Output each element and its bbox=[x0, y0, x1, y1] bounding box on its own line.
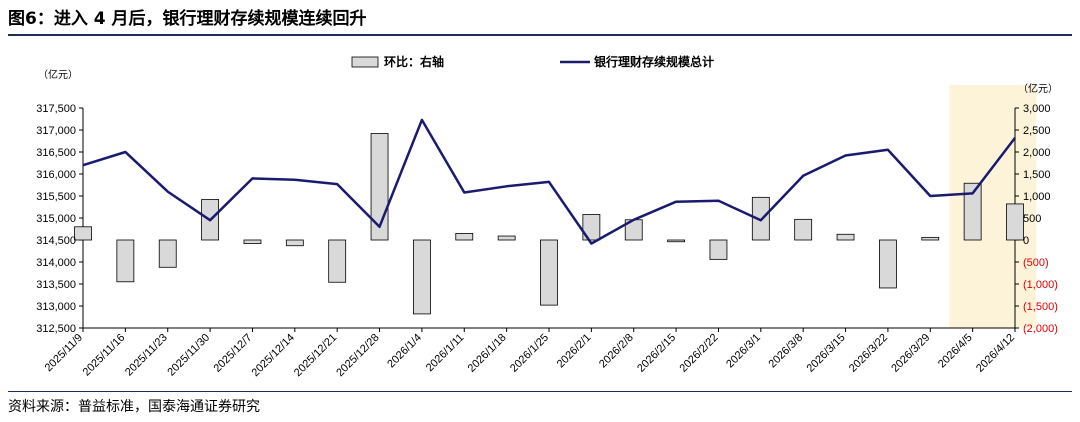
bar bbox=[540, 239, 558, 306]
x-tick-label: 2026/3/8 bbox=[767, 332, 806, 371]
bar bbox=[74, 226, 92, 241]
bar bbox=[243, 239, 262, 244]
bar bbox=[328, 239, 347, 283]
left-tick-label: 315,500 bbox=[36, 191, 76, 203]
source-note: 资料来源：普益标准，国泰海通证券研究 bbox=[8, 399, 260, 415]
legend: 环比：右轴 银行理财存续规模总计 bbox=[351, 54, 714, 69]
x-tick-label: 2026/4/12 bbox=[974, 332, 1017, 375]
legend-bar-label: 环比：右轴 bbox=[384, 54, 444, 69]
left-tick-label: 316,500 bbox=[36, 147, 76, 159]
x-tick-label: 2026/1/11 bbox=[424, 332, 467, 375]
bar bbox=[709, 239, 728, 260]
right-tick-label: 2,500 bbox=[1023, 125, 1051, 137]
bar bbox=[285, 239, 304, 247]
left-tick-label: 312,500 bbox=[36, 323, 76, 335]
right-tick-label: (2,000) bbox=[1023, 323, 1058, 335]
combo-chart: 312,500 313,000 313,500 314,000 314,500 315,0… bbox=[36, 54, 1058, 379]
x-tick-label: 2025/12/7 bbox=[211, 332, 254, 375]
x-tick-label: 2025/12/28 bbox=[334, 332, 381, 379]
x-tick-label: 2026/3/1 bbox=[724, 332, 763, 371]
x-tick-label: 2026/1/4 bbox=[385, 332, 424, 371]
x-tick-label: 2026/2/8 bbox=[597, 332, 636, 371]
right-tick-label: (1,500) bbox=[1023, 301, 1058, 313]
left-tick-label: 313,500 bbox=[36, 279, 76, 291]
x-tick-label: 2026/2/1 bbox=[555, 332, 594, 371]
x-tick-label: 2026/1/25 bbox=[508, 332, 551, 375]
title-rule bbox=[8, 34, 1072, 36]
left-tick-label: 316,000 bbox=[36, 169, 76, 181]
x-tick-label: 2025/11/30 bbox=[165, 332, 212, 379]
left-tick-label: 314,500 bbox=[36, 235, 76, 247]
x-tick-label: 2026/1/18 bbox=[466, 332, 509, 375]
x-tick-label: 2025/11/23 bbox=[123, 332, 170, 379]
x-tick-label: 2026/2/22 bbox=[677, 332, 720, 375]
bar bbox=[1006, 203, 1024, 241]
right-tick-label: 500 bbox=[1023, 213, 1041, 225]
x-tick-label: 2026/3/15 bbox=[805, 332, 848, 375]
bar bbox=[497, 235, 516, 241]
figure-title: 图6：进入 4 月后，银行理财存续规模连续回升 bbox=[8, 9, 367, 29]
left-tick-label: 313,000 bbox=[36, 301, 76, 313]
left-tick-label: 314,000 bbox=[36, 257, 76, 269]
right-tick-label: 0 bbox=[1023, 235, 1029, 247]
right-axis-unit: （亿元） bbox=[1018, 82, 1058, 95]
x-tick-label: 2026/3/22 bbox=[847, 332, 890, 375]
right-tick-label: 1,500 bbox=[1023, 169, 1051, 181]
bar bbox=[116, 239, 135, 283]
right-tick-label: (1,000) bbox=[1023, 279, 1058, 291]
x-tick-label: 2025/12/14 bbox=[250, 332, 297, 379]
right-tick-label: (500) bbox=[1023, 257, 1049, 269]
bar bbox=[879, 239, 897, 289]
bar bbox=[158, 239, 177, 268]
legend-line-label: 银行理财存续规模总计 bbox=[594, 54, 714, 69]
source-rule bbox=[8, 391, 1072, 392]
x-tick-label: 2026/3/29 bbox=[889, 332, 932, 375]
line-series bbox=[82, 118, 1016, 245]
right-tick-label: 3,000 bbox=[1023, 103, 1051, 115]
bar bbox=[455, 232, 474, 241]
x-tick-label: 2025/11/16 bbox=[81, 332, 128, 379]
bar bbox=[582, 214, 601, 241]
legend-bar-swatch bbox=[351, 56, 379, 68]
bar bbox=[963, 182, 982, 241]
right-tick-label: 2,000 bbox=[1023, 147, 1051, 159]
x-tick-label: 2025/11/9 bbox=[43, 332, 86, 375]
left-axis-unit: （亿元） bbox=[38, 68, 78, 81]
bar bbox=[921, 236, 940, 241]
x-tick-label: 2025/12/21 bbox=[292, 332, 339, 379]
total-scale-line bbox=[82, 118, 1016, 245]
right-tick-label: 1,000 bbox=[1023, 191, 1051, 203]
bar bbox=[413, 239, 431, 315]
x-tick-label: 2026/2/15 bbox=[635, 332, 678, 375]
x-tick-label: 2026/4/5 bbox=[936, 332, 975, 371]
left-tick-label: 315,000 bbox=[36, 213, 76, 225]
left-tick-label: 317,000 bbox=[36, 125, 76, 137]
bar bbox=[667, 239, 685, 243]
bar bbox=[836, 233, 855, 241]
bar-series bbox=[74, 133, 1024, 315]
bar bbox=[794, 218, 813, 241]
left-tick-label: 317,500 bbox=[36, 103, 76, 115]
